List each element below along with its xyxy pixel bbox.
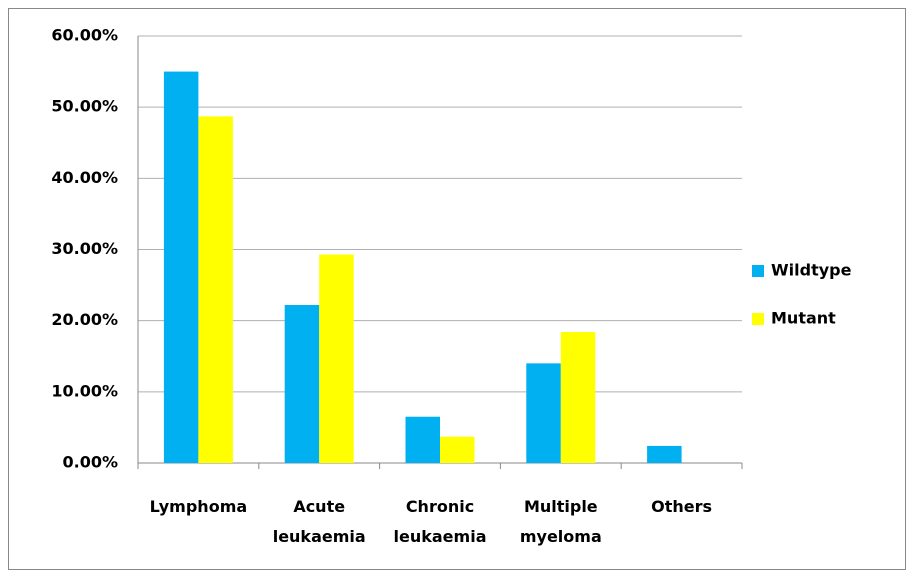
x-tick-label-line: Acute — [293, 497, 345, 516]
legend-swatch — [752, 313, 764, 325]
x-tick-label-line: leukaemia — [394, 527, 487, 546]
bar — [647, 445, 682, 463]
y-tick-label: 30.00% — [51, 239, 118, 258]
x-tick-label-line: Others — [651, 497, 712, 516]
chart-border — [8, 8, 906, 570]
y-tick-label: 50.00% — [51, 97, 118, 116]
bar — [405, 416, 440, 463]
y-tick-label: 40.00% — [51, 168, 118, 187]
x-tick-label-line: Chronic — [406, 497, 474, 516]
y-tick-label: 0.00% — [62, 453, 118, 472]
bar — [560, 332, 596, 463]
x-tick-label-line: Lymphoma — [150, 497, 248, 516]
x-tick-label-line: leukaemia — [273, 527, 366, 546]
bar — [198, 116, 233, 463]
x-tick-label-line: Multiple — [524, 497, 598, 516]
x-tick-label-line: myeloma — [520, 527, 602, 546]
x-tick-label: Multiple myeloma — [520, 497, 602, 546]
x-tick-label: Chronic leukaemia — [394, 497, 487, 546]
y-tick-label: 60.00% — [51, 26, 118, 45]
legend-swatch — [752, 265, 764, 277]
bar — [440, 436, 475, 463]
x-tick-label: Acute leukaemia — [273, 497, 366, 546]
legend-label: Mutant — [771, 309, 836, 328]
legend-label: Wildtype — [771, 261, 852, 280]
bar — [284, 305, 320, 463]
y-tick-label: 20.00% — [51, 310, 118, 329]
bar — [319, 254, 354, 463]
bar — [163, 71, 199, 463]
bar — [526, 363, 561, 463]
x-tick-label: Others — [651, 497, 712, 516]
x-tick-label: Lymphoma — [150, 497, 248, 516]
y-tick-label: 10.00% — [51, 381, 118, 400]
